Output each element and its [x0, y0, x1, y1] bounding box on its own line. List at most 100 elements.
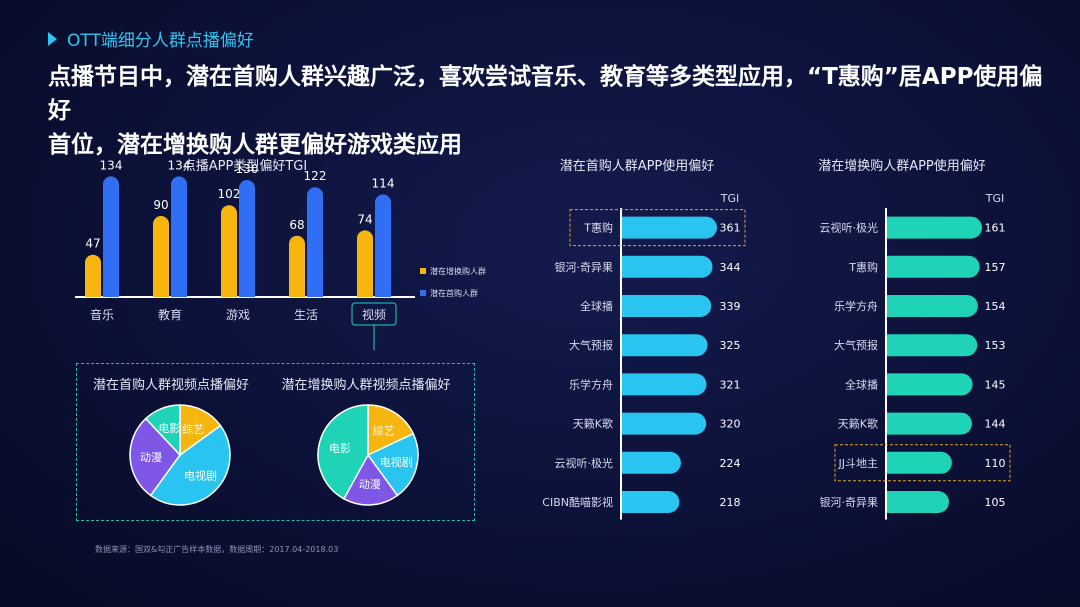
triangle-icon: [48, 31, 57, 46]
slice-label: 电视剧: [184, 469, 217, 483]
bar: [622, 373, 707, 396]
data-label: 224: [720, 457, 741, 470]
data-label: 218: [720, 496, 741, 509]
bar: [887, 451, 952, 474]
section-title: OTT端细分人群点播偏好: [48, 26, 254, 51]
bar: [357, 230, 373, 297]
pie-slice: [342, 453, 399, 506]
section-title-text: OTT端细分人群点播偏好: [67, 31, 254, 51]
pie-slice: [129, 417, 181, 497]
pie-slice: [367, 404, 415, 457]
tick-label: 视频: [362, 307, 386, 322]
data-label: 161: [985, 222, 1006, 235]
bar: [887, 412, 972, 435]
data-label: 339: [720, 300, 741, 313]
data-label: 102: [218, 187, 241, 201]
category-label: 云视听·极光: [555, 456, 614, 470]
data-label: 320: [720, 418, 741, 431]
bar: [887, 255, 980, 278]
first-buy-app-chart: 潜在首购人群APP使用偏好 TGI T惠购 361 银河·奇异果 344 全球播 339 大气预…: [542, 158, 746, 520]
data-label: 153: [985, 339, 1006, 352]
data-label: 325: [720, 339, 741, 352]
legend-swatch: [420, 268, 426, 274]
category-label: 银河·奇异果: [820, 495, 879, 509]
bar: [887, 373, 973, 396]
bar: [153, 216, 169, 297]
category-label: 天籁K歌: [838, 417, 878, 431]
slice-label: 动漫: [140, 450, 162, 464]
data-label: 154: [985, 300, 1006, 313]
bar: [622, 491, 680, 513]
app-type-tgi-chart: 点播APP类型偏好TGI 47 134 音乐 90 134 教育 102 130 游戏 68 122 生…: [75, 158, 486, 350]
data-label: 74: [357, 212, 372, 226]
legend-swatch: [420, 290, 426, 296]
bar: [622, 451, 681, 474]
slice-label: 电视剧: [380, 455, 413, 469]
slice-label: 电影: [329, 442, 351, 455]
upgrade-app-chart: 潜在增换购人群APP使用偏好 TGI 云视听·极光 161 T惠购 157 乐学方舟 154 大…: [818, 158, 1011, 520]
video-preference-panel: [76, 363, 475, 521]
category-label: T惠购: [583, 221, 613, 235]
category-label: CIBN酷喵影视: [542, 495, 613, 509]
legend-label: 潜在首购人群: [430, 288, 478, 298]
headline: 点播节目中，潜在首购人群兴趣广泛，喜欢尝试音乐、教育等多类型应用，“T惠购”居A…: [48, 60, 1048, 162]
category-label: JJ斗地主: [838, 457, 879, 470]
slice-label: 电影: [158, 422, 180, 435]
tick-label: 音乐: [90, 307, 114, 322]
bar: [622, 255, 713, 278]
bar: [103, 176, 119, 297]
pie-slice: [149, 424, 231, 506]
tick-label: 教育: [158, 307, 182, 322]
data-label: 122: [304, 169, 327, 183]
bar: [375, 194, 391, 297]
slice-label: 综艺: [373, 424, 395, 438]
slice-label: 综艺: [182, 422, 204, 436]
bar: [622, 295, 712, 317]
value-header: TGI: [985, 192, 1005, 205]
value-header: TGI: [720, 192, 740, 205]
chart-title: 潜在首购人群APP使用偏好: [560, 158, 715, 174]
bar: [887, 334, 978, 357]
bar: [171, 176, 187, 297]
category-label: 乐学方舟: [569, 377, 613, 391]
data-source: 数据来源：国双&勾正广告样本数据，数据周期：2017.04-2018.03: [95, 545, 339, 554]
slice-label: 动漫: [359, 477, 381, 491]
data-label: 134: [100, 158, 123, 172]
pie-slice: [144, 404, 181, 457]
headline-line-2: 首位，潜在增换购人群更偏好游戏类应用: [48, 132, 462, 158]
chart-title: 点播APP类型偏好TGI: [183, 159, 307, 174]
legend-label: 潜在增换购人群: [430, 266, 486, 276]
pie-title: 潜在首购人群视频点播偏好: [93, 377, 249, 393]
tick-label: 生活: [294, 308, 318, 322]
category-label: 全球播: [580, 299, 613, 313]
headline-line-1: 点播节目中，潜在首购人群兴趣广泛，喜欢尝试音乐、教育等多类型应用，“T惠购”居A…: [48, 64, 1043, 124]
bar: [622, 216, 717, 239]
video-preference-pies: 潜在首购人群视频点播偏好综艺电视剧动漫电影潜在增换购人群视频点播偏好综艺电视剧动…: [93, 377, 451, 506]
category-label: 银河·奇异果: [555, 260, 614, 274]
pie-title: 潜在增换购人群视频点播偏好: [281, 377, 450, 393]
data-label: 134: [168, 158, 191, 172]
data-label: 145: [985, 378, 1006, 391]
data-label: 114: [372, 176, 395, 190]
category-label: 全球播: [845, 377, 878, 391]
category-label: 云视听·极光: [820, 221, 879, 235]
data-label: 105: [985, 496, 1006, 509]
bar: [307, 187, 323, 297]
category-label: 大气预报: [569, 338, 613, 352]
data-label: 361: [720, 222, 741, 235]
tick-label: 游戏: [226, 308, 250, 322]
bar: [289, 235, 305, 297]
data-label: 321: [720, 378, 741, 391]
pie-slice: [317, 404, 369, 500]
data-label: 344: [720, 261, 741, 274]
data-label: 110: [985, 457, 1006, 470]
data-label: 47: [85, 237, 100, 251]
bar: [85, 254, 101, 297]
bar: [622, 334, 708, 357]
bar: [239, 180, 255, 297]
category-label: T惠购: [848, 260, 878, 274]
bar: [622, 412, 707, 435]
bar: [887, 295, 978, 317]
chart-title: 潜在增换购人群APP使用偏好: [818, 158, 986, 174]
data-label: 68: [289, 218, 304, 232]
